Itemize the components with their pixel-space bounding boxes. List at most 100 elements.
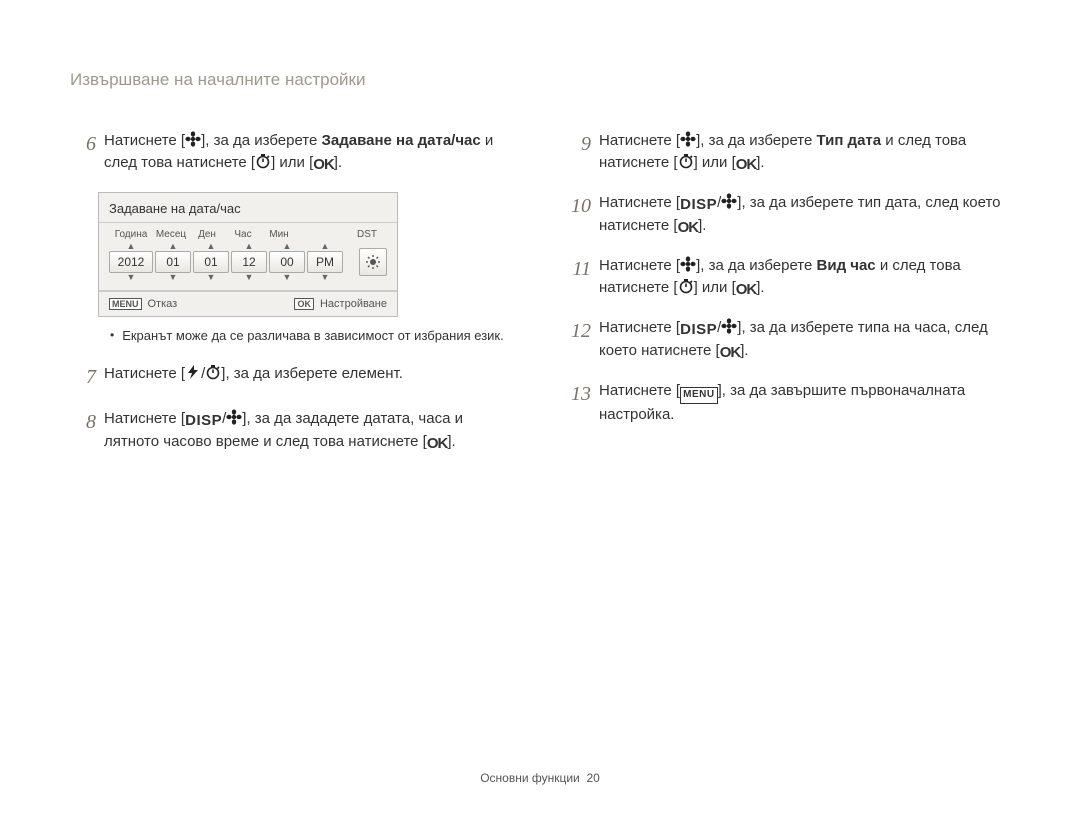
text: ]. <box>756 154 764 171</box>
step-text: Натиснете [], за да изберете Вид час и с… <box>599 255 1010 301</box>
timer-icon <box>678 278 694 294</box>
bold-text: Вид час <box>817 257 876 274</box>
step-text: Натиснете [MENU], за да завършите първон… <box>599 380 1010 425</box>
macro-flower-icon <box>185 131 201 147</box>
chevron-up-icon: ▲ <box>169 242 178 251</box>
ok-icon: OK <box>736 279 757 301</box>
step-6: 6 Натиснете [], за да изберете Задаване … <box>70 130 515 176</box>
bold-text: Тип дата <box>817 132 882 149</box>
right-column: 9 Натиснете [], за да изберете Тип дата … <box>565 130 1010 471</box>
step-11: 11 Натиснете [], за да изберете Вид час … <box>565 255 1010 301</box>
step-9: 9 Натиснете [], за да изберете Тип дата … <box>565 130 1010 176</box>
set-label: Настройване <box>320 298 387 310</box>
page-footer: Основни функции 20 <box>0 771 1080 785</box>
label-day: Ден <box>189 229 225 240</box>
step-number: 13 <box>565 380 591 425</box>
step-12: 12 Натиснете [DISP/], за да изберете тип… <box>565 317 1010 365</box>
day-value: 01 <box>193 251 229 273</box>
disp-icon: DISP <box>185 410 222 432</box>
step-number: 11 <box>565 255 591 301</box>
text: ], за да изберете <box>201 132 321 149</box>
datetime-screen: Задаване на дата/час Година Месец Ден Ча… <box>98 192 398 317</box>
step-number: 10 <box>565 192 591 240</box>
spinner-row: ▲ 2012 ▼ ▲ 01 ▼ ▲ 01 ▼ ▲ <box>99 242 397 290</box>
ok-icon: OK <box>313 154 334 176</box>
ok-icon: OK <box>736 154 757 176</box>
bullet-icon: • <box>110 327 114 345</box>
label-dst: DST <box>347 229 387 240</box>
spinner-min[interactable]: ▲ 00 ▼ <box>269 242 305 282</box>
disp-icon: DISP <box>680 194 717 216</box>
chevron-down-icon: ▼ <box>127 273 136 282</box>
text: ], за да изберете <box>696 132 816 149</box>
step-7: 7 Натиснете [/], за да изберете елемент. <box>70 363 515 392</box>
note: • Екранът може да се различава в зависим… <box>110 327 515 345</box>
text: ], за да изберете <box>696 257 816 274</box>
step-13: 13 Натиснете [MENU], за да завършите пър… <box>565 380 1010 425</box>
footer-page-number: 20 <box>586 771 599 785</box>
step-text: Натиснете [/], за да изберете елемент. <box>104 363 515 392</box>
text: ] или [ <box>694 154 736 171</box>
macro-flower-icon <box>680 256 696 272</box>
step-number: 8 <box>70 408 96 456</box>
text: ]. <box>334 154 342 171</box>
text: ]. <box>447 433 455 450</box>
left-column: 6 Натиснете [ ], за да изберете Задаване … <box>70 130 515 471</box>
step-number: 12 <box>565 317 591 365</box>
ok-icon: OK <box>678 217 699 239</box>
spinner-month[interactable]: ▲ 01 ▼ <box>155 242 191 282</box>
manual-page: Извършване на началните настройки 6 Нати… <box>0 0 1080 471</box>
chevron-up-icon: ▲ <box>321 242 330 251</box>
footer-section: Основни функции <box>480 771 580 785</box>
text: Натиснете [ <box>599 132 680 149</box>
year-value: 2012 <box>109 251 153 273</box>
text: Натиснете [ <box>599 194 680 211</box>
macro-flower-icon <box>721 318 737 334</box>
label-month: Месец <box>153 229 189 240</box>
text: Натиснете [ <box>104 410 185 427</box>
spinner-hour[interactable]: ▲ 12 ▼ <box>231 242 267 282</box>
flash-icon <box>185 364 201 380</box>
text: ], за да изберете елемент. <box>221 365 403 382</box>
page-header: Извършване на началните настройки <box>70 70 1010 90</box>
step-text: Натиснете [DISP/], за да изберете тип да… <box>599 192 1010 240</box>
text: Натиснете [ <box>104 365 185 382</box>
timer-icon <box>255 153 271 169</box>
label-year: Година <box>109 229 153 240</box>
screen-footer: MENU Отказ OK Настройване <box>99 291 397 316</box>
macro-flower-icon <box>226 409 242 425</box>
text: Натиснете [ <box>599 319 680 336</box>
spinner-day[interactable]: ▲ 01 ▼ <box>193 242 229 282</box>
step-number: 9 <box>565 130 591 176</box>
ok-badge: OK <box>294 298 314 310</box>
text: Натиснете [ <box>599 257 680 274</box>
text: ]. <box>740 342 748 359</box>
two-column-layout: 6 Натиснете [ ], за да изберете Задаване … <box>70 130 1010 471</box>
chevron-down-icon: ▼ <box>245 273 254 282</box>
menu-badge: MENU <box>109 298 142 310</box>
step-text: Натиснете [], за да изберете Тип дата и … <box>599 130 1010 176</box>
chevron-down-icon: ▼ <box>283 273 292 282</box>
text: Натиснете [ <box>599 382 680 399</box>
cancel-label: Отказ <box>148 298 178 310</box>
bold-text: Задаване на дата/час <box>322 132 481 149</box>
hour-value: 12 <box>231 251 267 273</box>
chevron-down-icon: ▼ <box>207 273 216 282</box>
step-number: 6 <box>70 130 96 176</box>
step-text: Натиснете [DISP/], за да зададете датата… <box>104 408 515 456</box>
screen-column-labels: Година Месец Ден Час Мин DST <box>99 223 397 242</box>
label-hour: Час <box>225 229 261 240</box>
dst-toggle[interactable] <box>359 248 387 276</box>
macro-flower-icon <box>721 193 737 209</box>
chevron-up-icon: ▲ <box>127 242 136 251</box>
ok-icon: OK <box>720 342 741 364</box>
sun-icon <box>365 254 381 270</box>
note-text: Екранът може да се различава в зависимос… <box>122 327 504 345</box>
spinner-year[interactable]: ▲ 2012 ▼ <box>109 242 153 282</box>
text: ]. <box>698 217 706 234</box>
step-text: Натиснете [DISP/], за да изберете типа н… <box>599 317 1010 365</box>
macro-flower-icon <box>680 131 696 147</box>
timer-icon <box>678 153 694 169</box>
spinner-ampm[interactable]: ▲ PM ▼ <box>307 242 343 282</box>
chevron-up-icon: ▲ <box>283 242 292 251</box>
